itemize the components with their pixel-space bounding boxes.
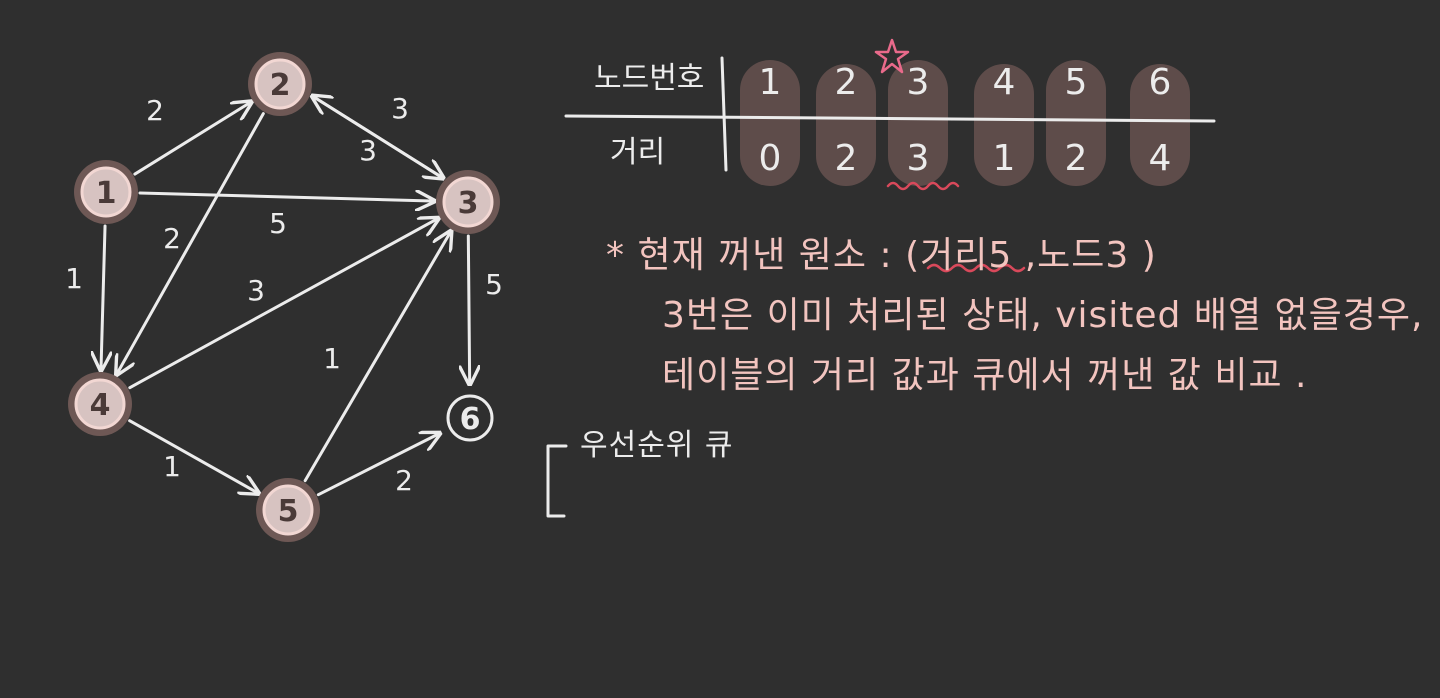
edge-2-4	[118, 112, 265, 373]
table-node-1: 1	[759, 62, 782, 103]
node-circle	[262, 484, 314, 536]
table-column-2	[816, 64, 876, 186]
edge-weight-5-3: 1	[323, 342, 341, 375]
table-node-4: 4	[993, 62, 1016, 103]
table-column-3	[888, 60, 948, 186]
edge-weight-1-3: 5	[269, 207, 287, 240]
table-distance-2: 2	[835, 138, 858, 179]
edge-weight-4-5: 1	[163, 450, 181, 483]
table-highlight-columns	[740, 60, 1190, 186]
table-column-6	[1130, 64, 1190, 186]
table-distance-3: 3	[907, 138, 930, 179]
edge-1-2	[133, 103, 250, 176]
table-values: 1 0 2 2 3 3 4 1 5 2 6 4	[759, 62, 1172, 179]
note-compare: 테이블의 거리 값과 큐에서 꺼낸 값 비교 .	[662, 355, 1308, 396]
edge-1-4	[101, 224, 105, 368]
note-processed: 3번은 이미 처리된 상태, visited 배열 없을경우,	[662, 295, 1424, 336]
node-circle	[442, 176, 494, 228]
table-column-4	[974, 64, 1034, 186]
node-4: 4	[68, 372, 132, 436]
edge-4-3	[128, 219, 437, 390]
edge-5-6	[316, 434, 438, 497]
queue-bracket-icon	[546, 444, 568, 518]
table-node-3: 3	[907, 62, 930, 103]
node-circle	[74, 378, 126, 430]
row-header-node: 노드번호	[594, 61, 704, 96]
node-3: 3	[436, 170, 500, 234]
star-icon	[874, 38, 910, 74]
table-distance-5: 2	[1065, 138, 1088, 179]
table-node-5: 5	[1065, 62, 1088, 103]
edge-3-6	[468, 234, 469, 382]
table-vertical-line	[720, 56, 728, 172]
node-circle	[446, 394, 494, 442]
graph-edges	[101, 96, 470, 495]
edge-weight-1-4: 1	[65, 262, 83, 295]
edge-weight-1-2: 2	[146, 94, 164, 127]
table-column-5	[1046, 60, 1106, 186]
node-label: 5	[278, 494, 299, 529]
edge-weight-3-2: 3	[359, 134, 377, 167]
row-header-distance: 거리	[610, 135, 665, 170]
note-current-element: * 현재 꺼낸 원소 : (거리5 ,노드3 )	[606, 235, 1157, 276]
table-distance-6: 4	[1149, 138, 1172, 179]
edge-weight-2-4: 2	[163, 222, 181, 255]
table-horizontal-line	[564, 114, 1216, 123]
node-5: 5	[256, 478, 320, 542]
node-label: 3	[458, 186, 479, 221]
table-distance-4: 1	[993, 138, 1016, 179]
node-circle	[254, 58, 306, 110]
table-node-2: 2	[835, 62, 858, 103]
node-label: 4	[90, 388, 111, 423]
edge-weight-2-3: 3	[391, 92, 409, 125]
queue-label: 우선순위 큐	[580, 428, 734, 463]
node-6: 6	[446, 394, 494, 442]
edge-5-3	[303, 233, 450, 483]
table-node-6: 6	[1149, 62, 1172, 103]
node-2: 2	[248, 52, 312, 116]
distance-table: 노드번호 거리 1 0 2 2 3 3 4 1 5 2 6 4	[564, 38, 1216, 191]
node-1: 1	[74, 160, 138, 224]
edge-weight-5-6: 2	[395, 464, 413, 497]
edge-weight-3-6: 5	[485, 268, 503, 301]
note-squiggle-icon	[926, 263, 1026, 273]
table-column-1	[740, 60, 800, 186]
edge-3-2	[314, 97, 445, 180]
underline-squiggle-icon	[886, 181, 960, 191]
graph-nodes: 1 2 3 4 5 6	[68, 52, 500, 542]
table-distance-1: 0	[759, 138, 782, 179]
node-label: 2	[270, 68, 291, 103]
edge-1-3	[138, 193, 432, 201]
node-circle	[80, 166, 132, 218]
node-label: 6	[460, 402, 481, 437]
edge-weight-4-3: 3	[247, 274, 265, 307]
edge-4-5	[128, 419, 257, 493]
node-label: 1	[96, 176, 117, 211]
